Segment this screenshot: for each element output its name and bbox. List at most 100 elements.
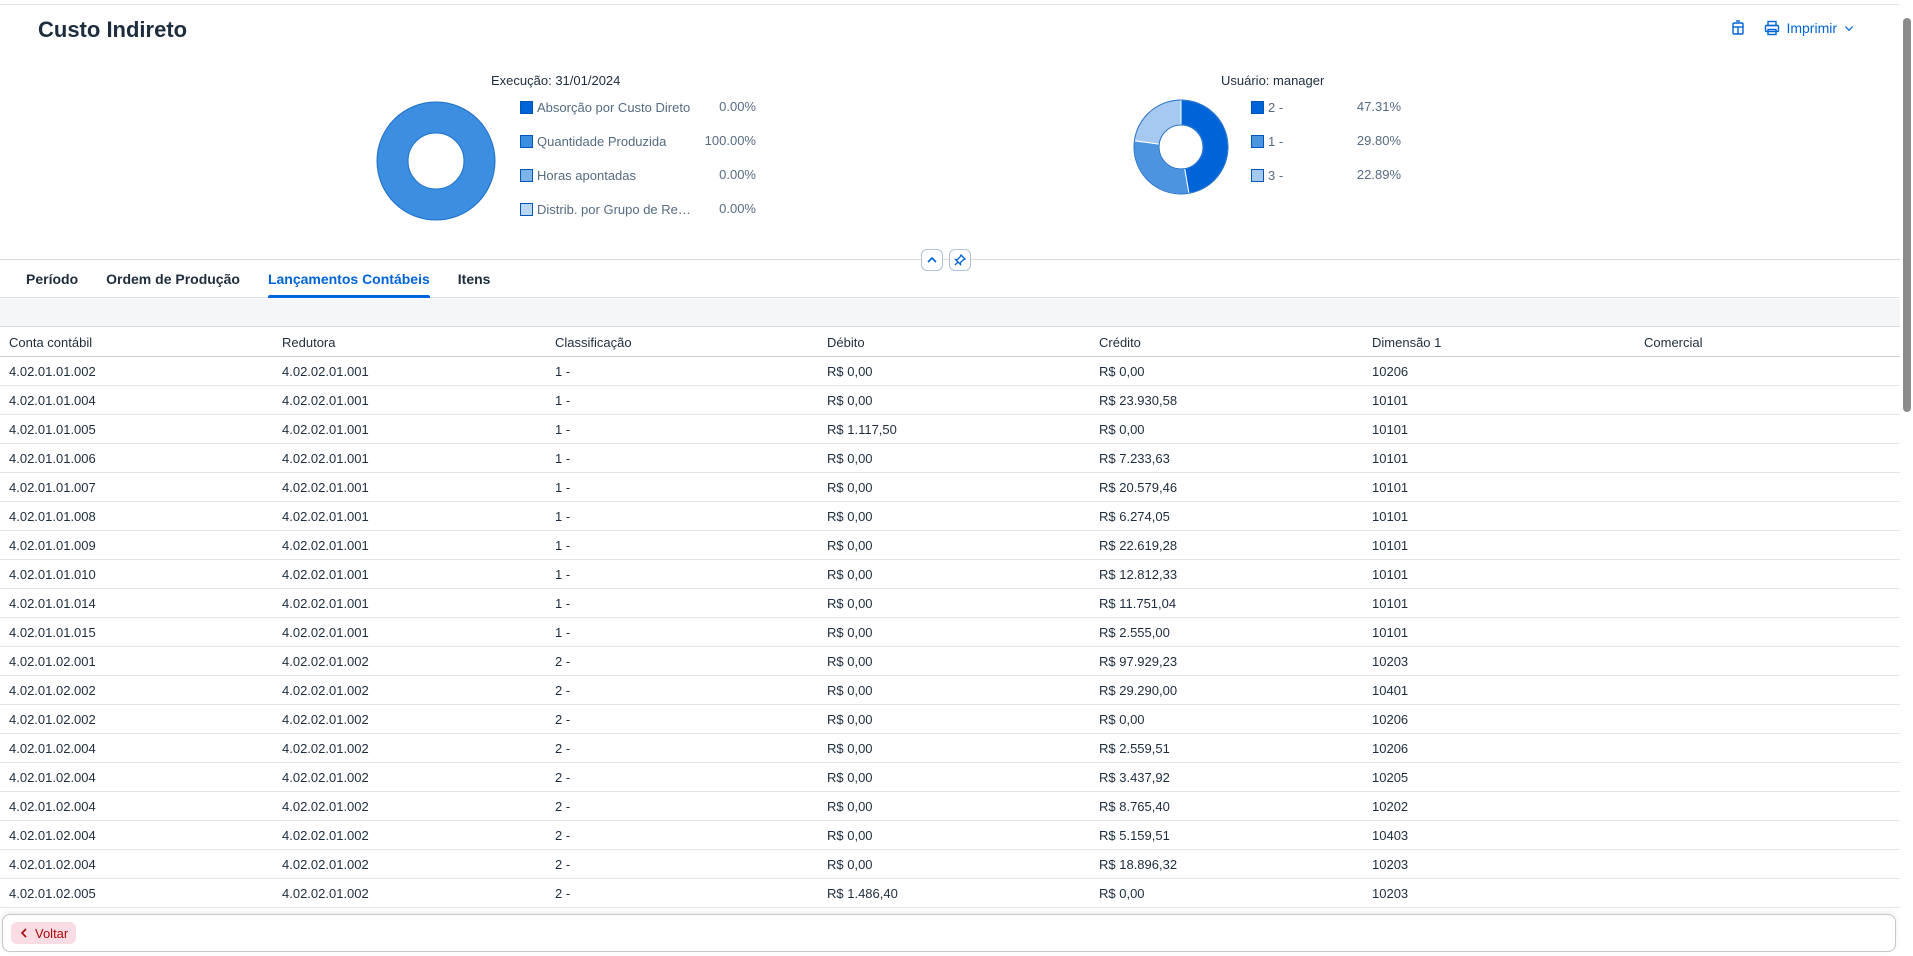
legend-swatch <box>520 202 533 216</box>
table-cell: 1 - <box>555 479 571 495</box>
legend-execucao: Absorção por Custo Direto 0.00% Quantidade… <box>520 99 756 219</box>
table-cell: R$ 0,00 <box>827 537 873 553</box>
legend-item[interactable]: 1 - <box>1251 133 1328 149</box>
table-row[interactable]: 4.02.01.01.006 4.02.02.01.001 1 - R$ 0,00 R$… <box>0 444 1900 473</box>
table-row[interactable]: 4.02.01.01.007 4.02.02.01.001 1 - R$ 0,00 R$… <box>0 473 1900 502</box>
top-divider <box>0 4 1900 5</box>
header-actions: Imprimir <box>1730 20 1855 36</box>
table-cell: 4.02.02.01.001 <box>282 595 369 611</box>
table-cell: R$ 2.559,51 <box>1099 740 1170 756</box>
tab-ordem-de-producao[interactable]: Ordem de Produção <box>106 270 240 287</box>
table-row[interactable]: 4.02.01.02.004 4.02.02.01.002 2 - R$ 0,00 R$… <box>0 734 1900 763</box>
table-cell: 10101 <box>1372 595 1409 611</box>
table-row[interactable]: 4.02.01.02.005 4.02.02.01.002 2 - R$ 1.486,… <box>0 879 1900 908</box>
table-row[interactable]: 4.02.01.02.004 4.02.02.01.002 2 - R$ 0,00 R$… <box>0 792 1900 821</box>
vertical-scrollbar[interactable] <box>1903 18 1911 412</box>
table-cell: 4.02.01.01.004 <box>9 392 96 408</box>
table-cell: 4.02.01.01.005 <box>9 421 96 437</box>
table-row[interactable]: 4.02.01.02.002 4.02.02.01.002 2 - R$ 0,00 R$… <box>0 676 1900 705</box>
collapse-header-button[interactable] <box>921 249 943 271</box>
pin-icon <box>954 254 966 266</box>
table-row[interactable]: 4.02.01.01.008 4.02.02.01.001 1 - R$ 0,00 R$… <box>0 502 1900 531</box>
legend-label: 2 - <box>1268 99 1284 115</box>
table-cell: 4.02.01.02.002 <box>9 711 96 727</box>
print-label: Imprimir <box>1786 20 1837 36</box>
table-cell: 1 - <box>555 624 571 640</box>
table-cell: 2 - <box>555 885 571 901</box>
column-header[interactable]: Comercial <box>1644 334 1703 350</box>
table-row[interactable]: 4.02.01.02.004 4.02.02.01.002 2 - R$ 0,00 R$… <box>0 850 1900 879</box>
table-toolbar <box>0 299 1900 327</box>
table-row[interactable]: 4.02.01.01.005 4.02.02.01.001 1 - R$ 1.117,… <box>0 415 1900 444</box>
table-cell: R$ 1.117,50 <box>827 421 897 437</box>
chevron-down-icon <box>1844 26 1854 32</box>
table-row[interactable]: 4.02.01.01.010 4.02.02.01.001 1 - R$ 0,00 R$… <box>0 560 1900 589</box>
table-row[interactable]: 4.02.01.02.004 4.02.02.01.002 2 - R$ 0,00 R$… <box>0 763 1900 792</box>
legend-item[interactable]: 2 - <box>1251 99 1328 115</box>
table-cell: 2 - <box>555 653 571 669</box>
table-row[interactable]: 4.02.01.01.009 4.02.02.01.001 1 - R$ 0,00 R$… <box>0 531 1900 560</box>
table-cell: 10101 <box>1372 479 1409 495</box>
legend-item[interactable]: Horas apontadas <box>520 167 697 183</box>
table-cell: R$ 0,00 <box>827 508 873 524</box>
donut-hole <box>1158 124 1204 170</box>
table-row[interactable]: 4.02.01.02.002 4.02.02.01.002 2 - R$ 0,00 R$… <box>0 705 1900 734</box>
column-header[interactable]: Conta contábil <box>9 334 93 350</box>
legend-label: Horas apontadas <box>537 167 637 183</box>
table-cell: 4.02.01.02.004 <box>9 856 96 872</box>
table-cell: 10205 <box>1372 769 1409 785</box>
table-row[interactable]: 4.02.01.02.001 4.02.02.01.002 2 - R$ 0,00 R$… <box>0 647 1900 676</box>
table-cell: R$ 0,00 <box>827 595 873 611</box>
table-cell: 2 - <box>555 856 571 872</box>
back-button[interactable]: Voltar <box>11 922 77 944</box>
table-cell: R$ 12.812,33 <box>1099 566 1178 582</box>
table-row[interactable]: 4.02.01.01.015 4.02.02.01.001 1 - R$ 0,00 R$… <box>0 618 1900 647</box>
legend-value: 29.80% <box>1356 133 1401 148</box>
table-cell: 4.02.01.01.007 <box>9 479 96 495</box>
lancamentos-table: Conta contábil Redutora Classificação Dé… <box>0 328 1900 908</box>
table-cell: 4.02.02.01.002 <box>282 682 369 698</box>
table-cell: R$ 0,00 <box>827 769 873 785</box>
tab-periodo[interactable]: Período <box>26 270 79 287</box>
table-cell: 4.02.01.01.002 <box>9 363 96 379</box>
column-header[interactable]: Crédito <box>1099 334 1141 350</box>
legend-item[interactable]: Absorção por Custo Direto <box>520 99 697 115</box>
table-cell: 4.02.01.01.008 <box>9 508 96 524</box>
table-cell: 4.02.01.02.004 <box>9 740 96 756</box>
tab-itens[interactable]: Itens <box>457 270 491 287</box>
table-row[interactable]: 4.02.01.01.014 4.02.02.01.001 1 - R$ 0,00 R$… <box>0 589 1900 618</box>
page-title: Custo Indireto <box>38 17 188 42</box>
column-header[interactable]: Débito <box>827 334 865 350</box>
table-cell: R$ 6.274,05 <box>1099 508 1170 524</box>
print-button[interactable]: Imprimir <box>1764 20 1855 36</box>
legend-item[interactable]: Quantidade Produzida <box>520 133 697 149</box>
table-row[interactable]: 4.02.01.01.002 4.02.02.01.001 1 - R$ 0,00 R$… <box>0 357 1900 386</box>
column-header[interactable]: Classificação <box>555 334 632 350</box>
legend-item[interactable]: 3 - <box>1251 167 1328 183</box>
legend-item[interactable]: Distrib. por Grupo de Recu... <box>520 201 697 217</box>
table-row[interactable]: 4.02.01.02.004 4.02.02.01.002 2 - R$ 0,00 R$… <box>0 821 1900 850</box>
export-button[interactable] <box>1730 20 1746 36</box>
table-cell: R$ 0,00 <box>827 682 873 698</box>
table-cell: 4.02.02.01.001 <box>282 450 369 466</box>
table-cell: 10101 <box>1372 508 1409 524</box>
table-cell: R$ 11.751,04 <box>1099 595 1177 611</box>
column-header[interactable]: Dimensão 1 <box>1372 334 1442 350</box>
table-cell: 4.02.02.01.002 <box>282 769 369 785</box>
donut-slice[interactable] <box>377 102 495 220</box>
table-row[interactable]: 4.02.01.01.004 4.02.02.01.001 1 - R$ 0,00 R$… <box>0 386 1900 415</box>
column-header[interactable]: Redutora <box>282 334 336 350</box>
table-cell: R$ 0,00 <box>1099 421 1145 437</box>
table-cell: R$ 0,00 <box>827 450 873 466</box>
pin-header-button[interactable] <box>949 249 971 271</box>
table-cell: R$ 7.233,63 <box>1099 450 1170 466</box>
table-cell: 4.02.02.01.001 <box>282 363 369 379</box>
printer-icon <box>1765 20 1780 36</box>
table-cell: R$ 2.555,00 <box>1099 624 1170 640</box>
table-cell: 2 - <box>555 798 571 814</box>
table-cell: 1 - <box>555 392 571 408</box>
tab-lancamentos-contabeis[interactable]: Lançamentos Contábeis <box>267 260 430 298</box>
table-cell: 10101 <box>1372 450 1409 466</box>
table-cell: 2 - <box>555 769 571 785</box>
table-cell: 10206 <box>1372 740 1409 756</box>
